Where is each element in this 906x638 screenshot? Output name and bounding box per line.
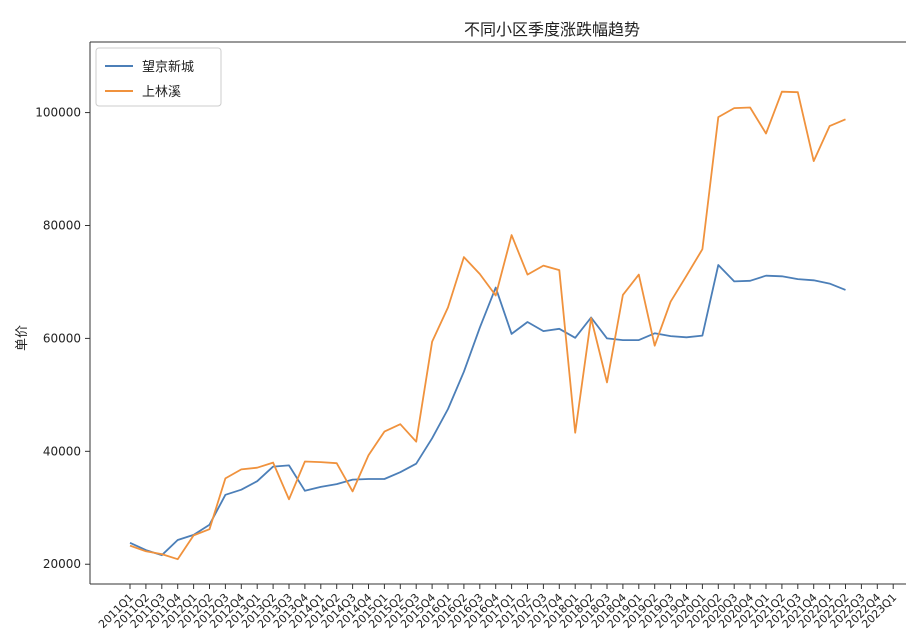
y-tick-label: 60000 <box>43 331 81 345</box>
chart-title: 不同小区季度涨跌幅趋势 <box>464 20 640 39</box>
legend-label: 望京新城 <box>142 59 194 75</box>
legend-label: 上林溪 <box>142 85 181 100</box>
y-tick-label: 80000 <box>43 218 81 232</box>
y-tick-label: 40000 <box>43 444 81 458</box>
series-line-wangjing-xincheng <box>129 264 846 557</box>
x-axis-ticks: 2011Q12011Q22011Q32011Q42012Q12012Q22012… <box>96 584 899 631</box>
y-tick-label: 20000 <box>43 557 81 571</box>
plot-frame <box>89 41 906 585</box>
y-axis-label: 单价 <box>15 325 30 351</box>
y-axis-ticks: 20000 40000 60000 80000 100000 <box>35 106 90 571</box>
series-line-shanglinxi <box>129 90 846 561</box>
series-layer <box>129 90 846 561</box>
y-tick-label: 100000 <box>35 106 81 120</box>
